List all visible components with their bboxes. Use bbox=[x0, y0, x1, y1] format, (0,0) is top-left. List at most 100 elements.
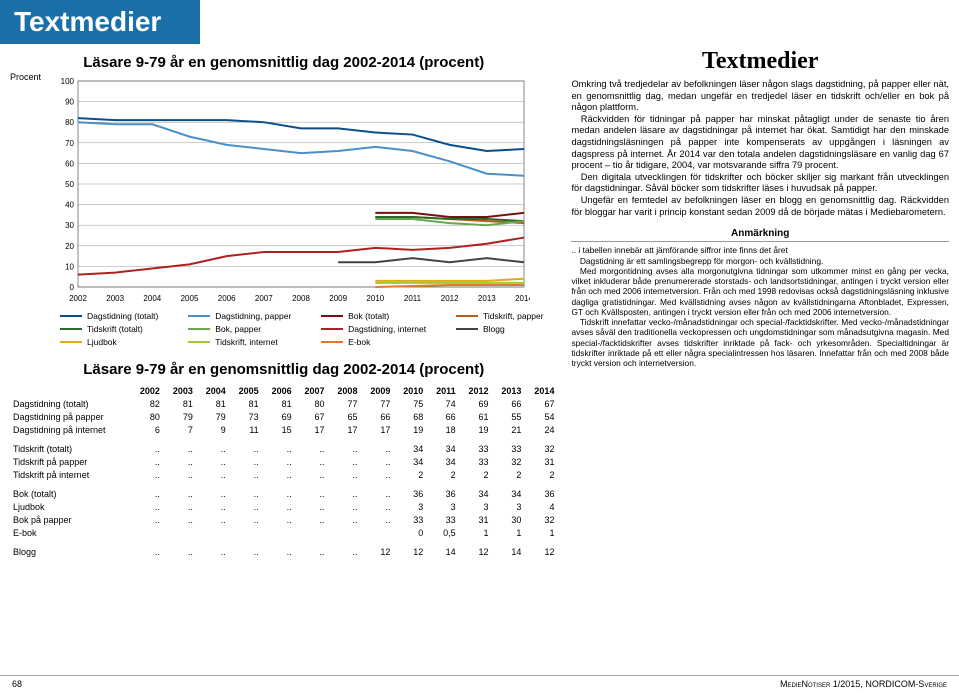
cell: .. bbox=[328, 442, 361, 455]
cell bbox=[262, 526, 295, 539]
cell: 17 bbox=[328, 423, 361, 436]
svg-text:2013: 2013 bbox=[478, 294, 496, 303]
table-row: Bok på papper................3333313032 bbox=[10, 513, 557, 526]
cell: 34 bbox=[426, 442, 458, 455]
footer-source: MedieNotiser 1/2015, NORDICOM-Sverige bbox=[780, 679, 947, 689]
legend-swatch bbox=[456, 315, 478, 318]
cell: 61 bbox=[459, 410, 492, 423]
cell: 4 bbox=[524, 500, 557, 513]
cell: .. bbox=[163, 442, 196, 455]
table-year-header: 2002 bbox=[130, 384, 163, 397]
legend-label: Dagstidning (totalt) bbox=[87, 311, 158, 321]
legend-item: Bok (totalt) bbox=[321, 311, 440, 321]
legend-item: Ljudbok bbox=[60, 337, 172, 347]
cell bbox=[328, 526, 361, 539]
svg-text:70: 70 bbox=[65, 139, 74, 148]
cell: 67 bbox=[524, 397, 557, 410]
cell: 34 bbox=[459, 487, 492, 500]
cell: .. bbox=[229, 468, 262, 481]
note-box: Anmärkning .. i tabellen innebär att jäm… bbox=[571, 228, 949, 368]
svg-text:2010: 2010 bbox=[366, 294, 384, 303]
cell: 65 bbox=[328, 410, 361, 423]
cell: 12 bbox=[459, 545, 492, 558]
cell: 31 bbox=[459, 513, 492, 526]
cell: 0 bbox=[393, 526, 426, 539]
legend-swatch bbox=[188, 341, 210, 344]
svg-text:2012: 2012 bbox=[441, 294, 459, 303]
cell: 1 bbox=[524, 526, 557, 539]
cell: .. bbox=[328, 468, 361, 481]
cell: .. bbox=[196, 468, 229, 481]
legend-item: Dagstidning, internet bbox=[321, 324, 440, 334]
cell: 81 bbox=[196, 397, 229, 410]
svg-text:100: 100 bbox=[61, 77, 75, 86]
cell: .. bbox=[295, 455, 328, 468]
cell: 81 bbox=[262, 397, 295, 410]
chart-title: Läsare 9-79 år en genomsnittlig dag 2002… bbox=[10, 54, 557, 71]
cell: 19 bbox=[459, 423, 492, 436]
legend-label: Tidskrift (totalt) bbox=[87, 324, 143, 334]
cell: 17 bbox=[360, 423, 393, 436]
cell: 36 bbox=[393, 487, 426, 500]
cell: 67 bbox=[295, 410, 328, 423]
svg-text:2007: 2007 bbox=[255, 294, 273, 303]
svg-text:0: 0 bbox=[70, 283, 75, 292]
cell: .. bbox=[229, 513, 262, 526]
cell: .. bbox=[196, 442, 229, 455]
row-label: Tidskrift på papper bbox=[10, 455, 130, 468]
svg-text:2009: 2009 bbox=[329, 294, 347, 303]
legend-swatch bbox=[188, 315, 210, 318]
cell: 81 bbox=[229, 397, 262, 410]
cell: .. bbox=[360, 455, 393, 468]
cell: 75 bbox=[393, 397, 426, 410]
legend-swatch bbox=[60, 328, 82, 331]
cell bbox=[295, 526, 328, 539]
cell: .. bbox=[130, 455, 163, 468]
body-paragraph: Den digitala utvecklingen för tidskrifte… bbox=[571, 172, 949, 195]
cell: 82 bbox=[130, 397, 163, 410]
legend-swatch bbox=[188, 328, 210, 331]
cell: .. bbox=[130, 487, 163, 500]
note-heading: Anmärkning bbox=[571, 228, 949, 242]
cell: 33 bbox=[492, 442, 525, 455]
cell: 69 bbox=[459, 397, 492, 410]
cell: .. bbox=[163, 500, 196, 513]
cell: 2 bbox=[393, 468, 426, 481]
cell: .. bbox=[229, 500, 262, 513]
row-label: Ljudbok bbox=[10, 500, 130, 513]
cell: 3 bbox=[393, 500, 426, 513]
cell: .. bbox=[295, 442, 328, 455]
cell: 21 bbox=[492, 423, 525, 436]
legend-swatch bbox=[321, 328, 343, 331]
svg-text:2011: 2011 bbox=[404, 294, 422, 303]
cell: .. bbox=[130, 500, 163, 513]
cell: 33 bbox=[393, 513, 426, 526]
cell: 33 bbox=[426, 513, 458, 526]
table-row: Dagstidning (totalt)82818181818077777574… bbox=[10, 397, 557, 410]
legend-label: Ljudbok bbox=[87, 337, 117, 347]
cell: 7 bbox=[163, 423, 196, 436]
svg-text:60: 60 bbox=[65, 159, 74, 168]
cell: .. bbox=[196, 487, 229, 500]
cell: 33 bbox=[459, 442, 492, 455]
table-row: E-bok00,5111 bbox=[10, 526, 557, 539]
data-table: 2002200320042005200620072008200920102011… bbox=[10, 384, 557, 558]
cell: 34 bbox=[426, 455, 458, 468]
cell: .. bbox=[163, 513, 196, 526]
cell: .. bbox=[360, 513, 393, 526]
cell: .. bbox=[262, 468, 295, 481]
cell bbox=[163, 526, 196, 539]
row-label: Bok på papper bbox=[10, 513, 130, 526]
cell bbox=[229, 526, 262, 539]
table-year-header: 2010 bbox=[393, 384, 426, 397]
cell: 34 bbox=[393, 442, 426, 455]
line-chart: 0102030405060708090100200220032004200520… bbox=[50, 75, 530, 305]
svg-text:2003: 2003 bbox=[106, 294, 124, 303]
cell: .. bbox=[360, 500, 393, 513]
svg-text:80: 80 bbox=[65, 118, 74, 127]
cell: .. bbox=[295, 487, 328, 500]
cell: .. bbox=[163, 487, 196, 500]
cell: 2 bbox=[492, 468, 525, 481]
cell: 3 bbox=[426, 500, 458, 513]
table-year-header: 2005 bbox=[229, 384, 262, 397]
